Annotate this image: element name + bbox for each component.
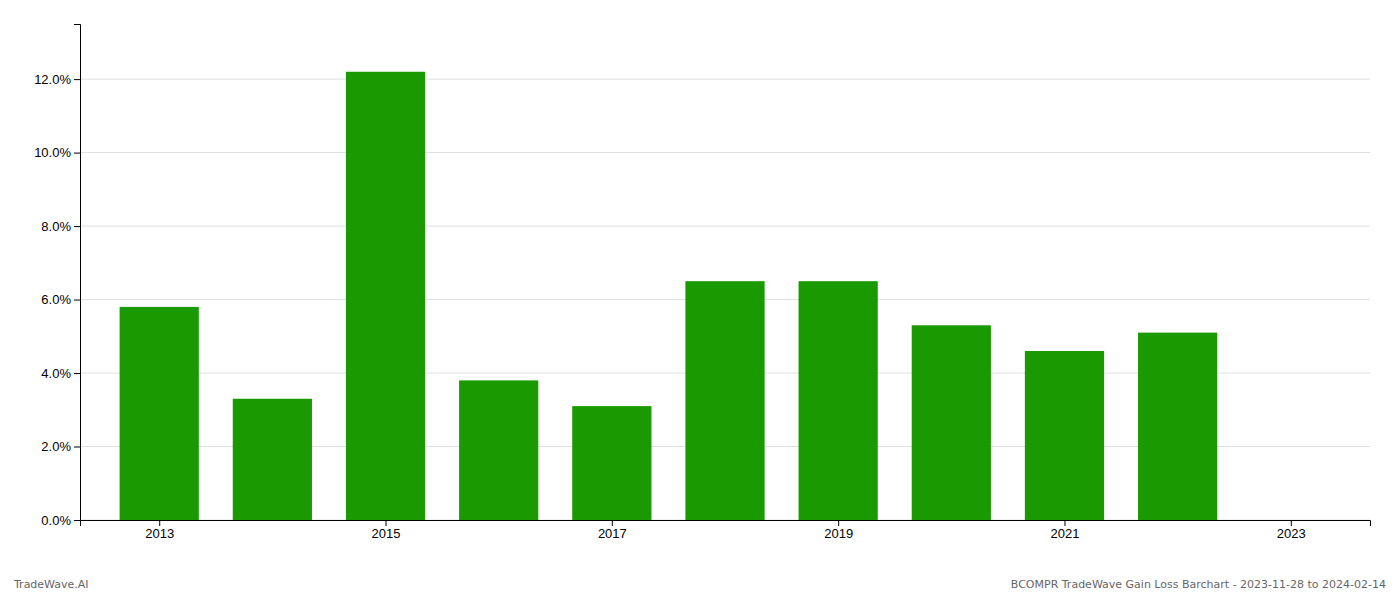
y-tick-mark	[74, 79, 80, 80]
x-tick-label: 2017	[598, 526, 627, 541]
y-tick-label: 4.0%	[41, 366, 71, 381]
x-tick-mark	[1291, 520, 1292, 526]
x-tick: 2023	[1277, 520, 1306, 541]
x-tick-mark	[386, 520, 387, 526]
bar	[459, 380, 538, 520]
y-tick-label: 6.0%	[41, 292, 71, 307]
x-tick-mark	[838, 520, 839, 526]
bar	[1025, 351, 1104, 520]
bar	[1138, 333, 1217, 520]
footer-text: BCOMPR TradeWave Gain Loss Barchart - 20…	[1011, 578, 1386, 591]
x-tick-label: 2013	[145, 526, 174, 541]
x-tick: 2021	[1051, 520, 1080, 541]
y-tick-label: 10.0%	[34, 145, 71, 160]
y-tick: 8.0%	[41, 219, 80, 234]
y-tick-mark	[74, 520, 80, 521]
y-tick: 0.0%	[41, 513, 80, 528]
bar	[912, 325, 991, 520]
y-tick-mark	[74, 226, 80, 227]
y-tick: 12.0%	[34, 72, 80, 87]
x-tick-label: 2021	[1051, 526, 1080, 541]
bar	[685, 281, 764, 520]
y-tick: 10.0%	[34, 145, 80, 160]
bar	[120, 307, 199, 520]
y-tick-label: 0.0%	[41, 513, 71, 528]
x-axis: 2013 2015 2017 2019 2021 2023	[81, 520, 1371, 541]
grid	[80, 79, 1370, 520]
y-tick-label: 12.0%	[34, 72, 71, 87]
x-tick-label: 2023	[1277, 526, 1306, 541]
plot: 2013 2015 2017 2019 2021 2023 0.0% 2.0% 4.0% 6.0%…	[34, 25, 1370, 542]
x-axis-line	[81, 521, 1371, 527]
y-tick: 2.0%	[41, 439, 80, 454]
chart: 2013 2015 2017 2019 2021 2023 0.0% 2.0% 4.0% 6.0%…	[0, 0, 1400, 600]
x-tick: 2015	[372, 520, 401, 541]
y-tick-mark	[74, 373, 80, 374]
y-tick-mark	[74, 447, 80, 448]
x-tick-mark	[1064, 520, 1065, 526]
y-tick: 6.0%	[41, 292, 80, 307]
grid-line	[80, 152, 1370, 153]
y-tick-mark	[74, 300, 80, 301]
bars	[120, 72, 1218, 520]
y-axis: 0.0% 2.0% 4.0% 6.0% 8.0% 10.0% 12.0%	[34, 25, 80, 528]
x-tick-mark	[159, 520, 160, 526]
x-tick-label: 2019	[824, 526, 853, 541]
y-tick-mark	[74, 153, 80, 154]
x-tick: 2017	[598, 520, 627, 541]
footer-text: TradeWave.AI	[13, 578, 89, 591]
y-tick-label: 2.0%	[41, 439, 71, 454]
grid-line	[80, 79, 1370, 80]
y-axis-line	[74, 25, 81, 521]
bar	[233, 399, 312, 520]
x-tick: 2013	[145, 520, 174, 541]
grid-line	[80, 226, 1370, 227]
x-tick-label: 2015	[372, 526, 401, 541]
bar	[799, 281, 878, 520]
bar	[346, 72, 425, 520]
x-tick-mark	[612, 520, 613, 526]
bar	[572, 406, 651, 520]
y-tick-label: 8.0%	[41, 219, 71, 234]
y-tick: 4.0%	[41, 366, 80, 381]
x-tick: 2019	[824, 520, 853, 541]
